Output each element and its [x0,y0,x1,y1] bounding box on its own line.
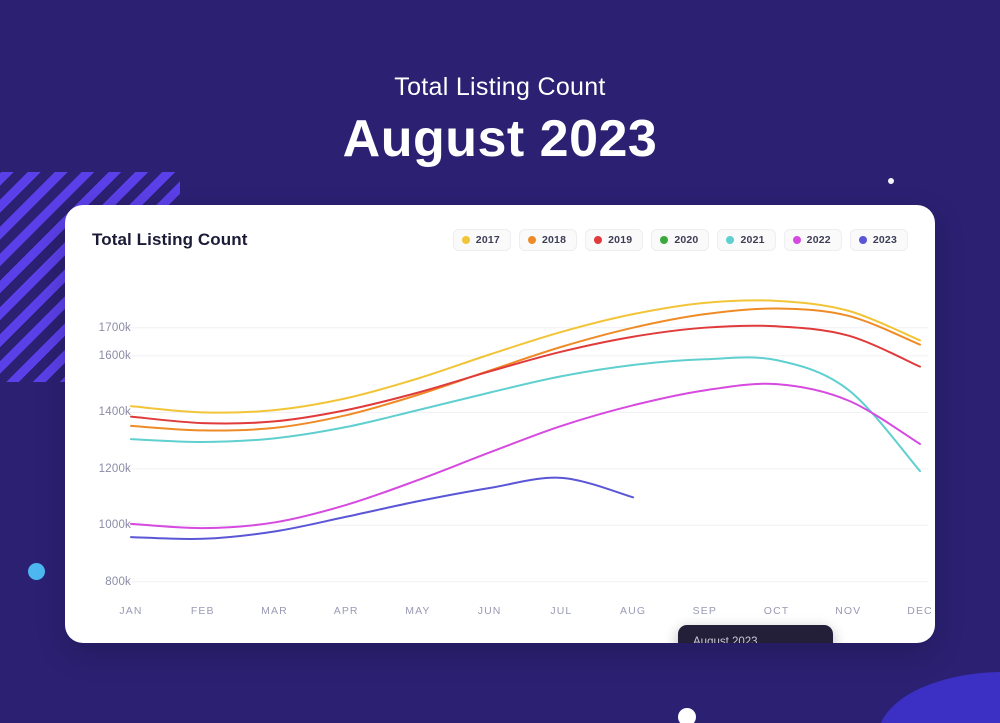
legend-color-dot-icon [660,236,669,244]
series-line-2018 [130,307,921,432]
legend-item-label: 2021 [740,234,765,246]
legend-color-dot-icon [527,236,536,244]
series-line-2017 [130,299,921,414]
x-axis-tick-label: MAR [261,605,288,617]
y-axis-tick-label: 1000k [98,519,131,532]
small-white-dot-decoration [888,178,894,184]
cyan-dot-decoration [28,563,45,580]
chart-card-header: Total Listing Count 2017 2018 2019 2020 2021… [65,205,935,275]
x-axis-tick-label: JAN [119,605,143,617]
legend-item-2018[interactable]: 2018 [518,229,578,251]
legend-color-dot-icon [594,236,603,244]
legend-item-2020[interactable]: 2020 [651,229,710,251]
legend-color-dot-icon [461,236,470,244]
x-axis-tick-label: SEP [692,605,717,617]
line-chart-svg [125,299,928,583]
legend-item-label: 2018 [541,234,567,246]
y-axis-ticks: 800k 1000k 1200k 1400k 1600k 1700k [65,275,131,643]
x-axis-tick-label: APR [333,605,359,617]
series-line-2019 [130,324,921,425]
y-axis-tick-label: 1700k [98,321,131,334]
series-line-2022 [130,382,921,530]
legend-color-dot-icon [792,236,801,244]
page-header: Total Listing Count August 2023 [0,72,1000,172]
legend-item-2021[interactable]: 2021 [717,229,776,251]
legend-item-2022[interactable]: 2022 [783,229,842,251]
page-title: August 2023 [342,110,658,168]
x-axis-tick-label: NOV [835,605,862,617]
tooltip-date: August 2023 [693,636,758,643]
legend-item-label: 2017 [475,234,500,246]
chart-legend: 2017 2018 2019 2020 2021 2022 2023 [452,229,908,251]
legend-item-label: 2023 [872,234,897,246]
y-axis-tick-label: 1400k [98,406,131,419]
chart-title: Total Listing Count [92,230,248,249]
x-axis-tick-label: AUG [620,605,647,617]
large-white-dot-decoration [678,708,696,723]
series-line-2023 [130,476,635,541]
legend-item-label: 2022 [806,234,831,246]
x-axis-tick-label: OCT [763,605,790,617]
x-axis-tick-label: DEC [907,605,933,617]
x-axis-tick-label: MAY [405,605,431,617]
chart-card: Total Listing Count 2017 2018 2019 2020 2021… [65,205,935,643]
chart-tooltip: August 2023 1,099,344 -9.2% Y/Y [678,625,834,643]
x-axis-tick-label: FEB [190,605,215,617]
legend-color-dot-icon [726,236,735,244]
legend-color-dot-icon [858,236,867,244]
legend-item-label: 2019 [608,234,633,246]
y-axis-tick-label: 1600k [98,349,131,362]
x-axis-tick-label: JUL [550,605,573,617]
x-axis-ticks: JAN FEB MAR APR MAY JUN JUL AUG SEP OCT NOV DEC [65,605,935,627]
y-axis-tick-label: 800k [105,575,131,588]
ellipse-decoration [878,672,1000,723]
x-axis-tick-label: JUN [477,605,502,617]
legend-item-2019[interactable]: 2019 [585,229,644,251]
header-subtitle: Total Listing Count [394,73,606,101]
series-line-2021 [130,356,921,473]
y-axis-tick-label: 1200k [98,462,131,475]
legend-item-2017[interactable]: 2017 [452,229,511,251]
legend-item-label: 2020 [674,234,699,246]
plot-area: 800k 1000k 1200k 1400k 1600k 1700k JAN FEB MAR A… [65,275,935,643]
legend-item-2023[interactable]: 2023 [849,229,908,251]
